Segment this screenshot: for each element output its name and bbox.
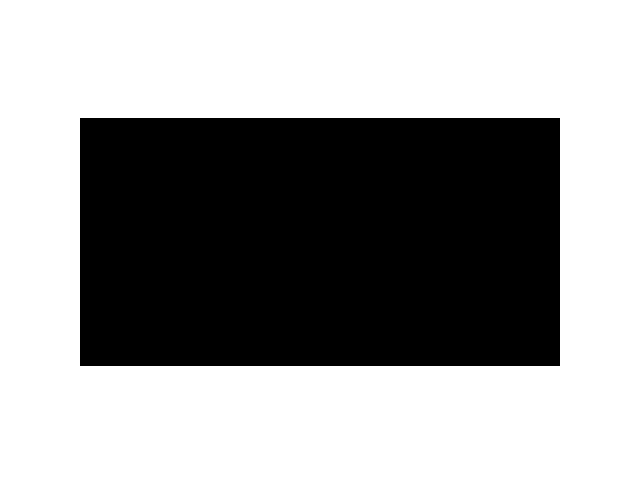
- word-cloud: [80, 118, 560, 366]
